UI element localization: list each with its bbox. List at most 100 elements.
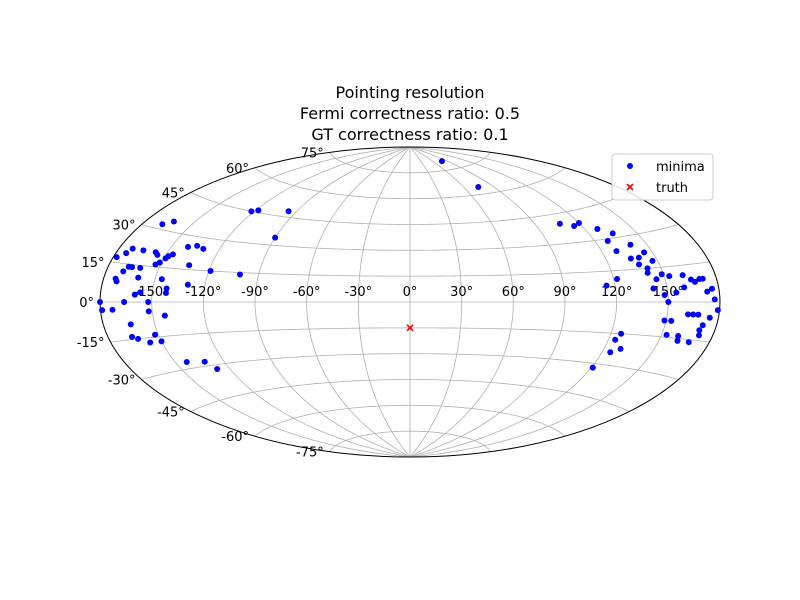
minima-point bbox=[635, 254, 642, 261]
minima-point bbox=[609, 230, 616, 237]
minima-point bbox=[135, 335, 142, 342]
minima-point bbox=[594, 226, 601, 233]
minima-point bbox=[200, 245, 207, 252]
parallel-line bbox=[254, 404, 566, 437]
minima-point bbox=[714, 307, 721, 314]
minima-point bbox=[607, 349, 614, 356]
parallel-line bbox=[329, 430, 491, 452]
minima-point bbox=[113, 254, 120, 261]
minima-point bbox=[663, 331, 670, 338]
y-tick-label: -45° bbox=[157, 406, 185, 421]
minima-point bbox=[673, 289, 680, 296]
minima-point bbox=[131, 291, 138, 298]
x-tick-label: -30° bbox=[344, 285, 372, 300]
minima-point bbox=[661, 292, 668, 299]
minima-point bbox=[685, 339, 692, 346]
x-tick-label: 30° bbox=[450, 285, 473, 300]
minima-point bbox=[675, 332, 682, 339]
minima-point bbox=[147, 339, 154, 346]
minima-point bbox=[137, 264, 144, 271]
minima-point bbox=[183, 358, 190, 365]
minima-point bbox=[603, 282, 610, 289]
minima-point bbox=[666, 273, 673, 280]
minima-point bbox=[120, 268, 127, 275]
x-tick-label: 90° bbox=[553, 285, 576, 300]
minima-point bbox=[711, 296, 718, 303]
x-tick-label: 60° bbox=[502, 285, 525, 300]
minima-point bbox=[674, 337, 681, 344]
legend-marker-stroke bbox=[626, 183, 634, 191]
minima-point bbox=[145, 308, 152, 315]
minima-point bbox=[272, 234, 279, 241]
minima-point bbox=[207, 267, 214, 274]
minima-point bbox=[475, 184, 482, 191]
minima-point bbox=[184, 281, 191, 288]
y-tick-label: 15° bbox=[82, 256, 105, 271]
title-line-1: Fermi correctness ratio: 0.5 bbox=[300, 104, 520, 123]
parallel-line bbox=[329, 152, 491, 174]
minima-point bbox=[127, 321, 134, 328]
minima-point bbox=[708, 285, 715, 292]
minima-point bbox=[653, 276, 660, 283]
minima-point bbox=[699, 322, 706, 329]
x-tick-label: -150° bbox=[134, 285, 170, 300]
y-tick-label: -75° bbox=[296, 446, 324, 461]
chart-title: Pointing resolution Fermi correctness rat… bbox=[300, 83, 520, 144]
minima-point bbox=[109, 306, 116, 313]
minima-point bbox=[575, 220, 582, 227]
y-tick-label: -15° bbox=[77, 336, 105, 351]
minima-point bbox=[156, 259, 163, 266]
minima-point bbox=[186, 262, 193, 269]
minima-point bbox=[691, 278, 698, 285]
parallel-line bbox=[254, 167, 566, 200]
x-tick-label: -120° bbox=[185, 285, 221, 300]
y-tick-label: 0° bbox=[79, 296, 94, 311]
y-tick-label: 45° bbox=[162, 186, 185, 201]
legend-label-minima: minima bbox=[656, 160, 705, 175]
legend-truth-marker bbox=[626, 183, 634, 191]
minima-point bbox=[97, 299, 103, 305]
x-tick-label: -90° bbox=[241, 285, 269, 300]
minima-point bbox=[695, 332, 702, 339]
minima-point bbox=[650, 285, 657, 292]
minima-point bbox=[704, 288, 711, 295]
graticule-grid bbox=[100, 146, 720, 458]
parallel-line bbox=[190, 379, 630, 412]
title-line-2: GT correctness ratio: 0.1 bbox=[311, 125, 508, 144]
minima-point bbox=[145, 299, 152, 305]
minima-point bbox=[121, 299, 128, 305]
x-tick-label: -60° bbox=[293, 285, 321, 300]
minima-point bbox=[194, 242, 201, 249]
minima-point bbox=[123, 250, 130, 257]
minima-point bbox=[129, 264, 136, 271]
y-tick-labels: -75° -60° -45° -30° -15° 0° 15° 30° 45° 60° 75° bbox=[77, 146, 324, 460]
minima-point bbox=[604, 238, 611, 245]
minima-point bbox=[152, 249, 159, 256]
minima-point bbox=[170, 218, 177, 225]
minima-point bbox=[112, 275, 119, 282]
y-tick-label: -60° bbox=[221, 430, 249, 445]
minima-point bbox=[665, 299, 672, 305]
minima-point bbox=[699, 275, 706, 282]
minima-point bbox=[613, 248, 620, 255]
x-tick-labels: -150° -120° -90° -60° -30° 0° 30° 60° 90° 120° 150… bbox=[134, 285, 684, 300]
minima-point bbox=[285, 208, 292, 215]
truth-marker-stroke bbox=[406, 324, 414, 332]
minima-point bbox=[627, 255, 634, 262]
minima-point bbox=[161, 312, 168, 319]
minima-point bbox=[706, 314, 713, 321]
minima-point bbox=[162, 289, 169, 296]
minima-point bbox=[169, 251, 176, 258]
minima-point bbox=[618, 330, 625, 337]
minima-point bbox=[644, 265, 651, 272]
minima-point bbox=[135, 274, 142, 281]
minima-point bbox=[658, 271, 665, 278]
minima-point bbox=[641, 249, 648, 256]
minima-point bbox=[137, 289, 144, 296]
minima-point bbox=[163, 285, 170, 292]
minima-point bbox=[158, 276, 165, 283]
minima-point bbox=[158, 338, 165, 345]
minima-point bbox=[685, 311, 692, 318]
minima-point bbox=[159, 221, 166, 228]
